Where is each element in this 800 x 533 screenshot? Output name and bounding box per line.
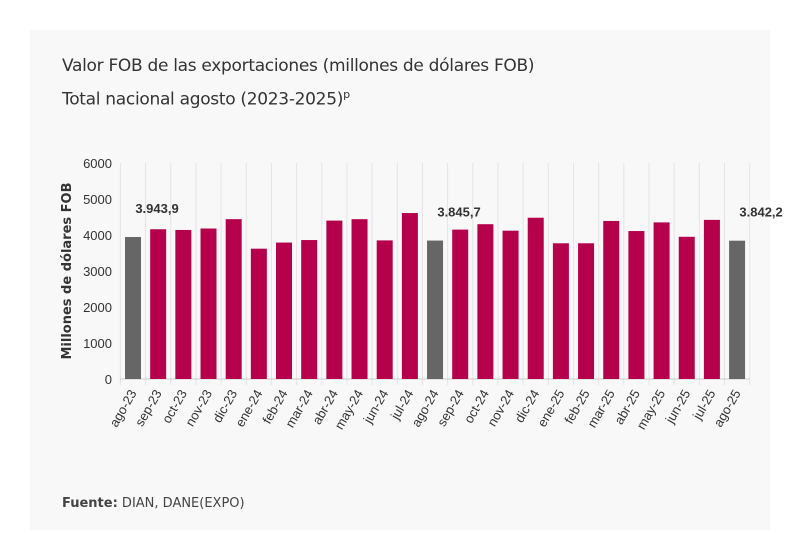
bar-abr-24 [326,220,343,379]
data-label: 3.845,7 [437,205,480,220]
bar-feb-25 [578,243,595,379]
bar-may-24 [351,219,368,379]
subtitle-superscript: p [343,88,350,101]
bar-ene-24 [250,248,267,379]
bar-oct-24 [477,224,494,379]
bar-oct-23 [175,229,192,379]
bar-sep-23 [150,229,167,379]
y-axis-label: Millones de dólares FOB [60,182,75,359]
source-note: Fuente: DIAN, DANE(EXPO) [62,496,245,511]
source-text: DIAN, DANE(EXPO) [117,496,245,511]
source-label: Fuente: [62,496,118,511]
bar-ago-24 [427,240,444,379]
chart-title: Valor FOB de las exportaciones (millones… [62,56,535,76]
data-label: 3.943,9 [135,201,178,216]
y-tick-label: 0 [105,372,112,387]
bar-ago-25 [729,240,746,379]
x-tick-label: jun-24 [360,387,392,427]
bar-mar-25 [603,220,620,379]
bar-sep-24 [452,229,469,379]
y-tick-label: 5000 [83,192,112,207]
bar-jun-24 [376,240,393,379]
bar-jul-24 [401,213,418,379]
bar-ene-25 [552,243,569,379]
y-tick-label: 4000 [83,228,112,243]
chart-subtitle: Total nacional agosto (2023-2025)p [62,88,350,110]
bar-jul-25 [703,219,720,379]
subtitle-text: Total nacional agosto (2023-2025) [62,89,344,110]
y-tick-label: 1000 [83,336,112,351]
bar-dic-23 [225,219,242,379]
bar-mar-24 [301,240,318,379]
bar-may-25 [653,222,670,379]
y-tick-label: 3000 [83,264,112,279]
bar-abr-25 [628,231,645,379]
y-tick-label: 2000 [83,300,112,315]
y-tick-label: 6000 [83,156,112,171]
data-label: 3.842,2 [739,205,782,220]
bar-ago-23 [125,237,141,379]
bar-nov-24 [502,230,519,379]
x-tick-label: jun-25 [662,387,694,427]
bar-dic-24 [527,217,544,379]
bar-jun-25 [678,236,695,379]
bar-nov-23 [200,228,217,379]
bar-feb-24 [276,242,293,379]
